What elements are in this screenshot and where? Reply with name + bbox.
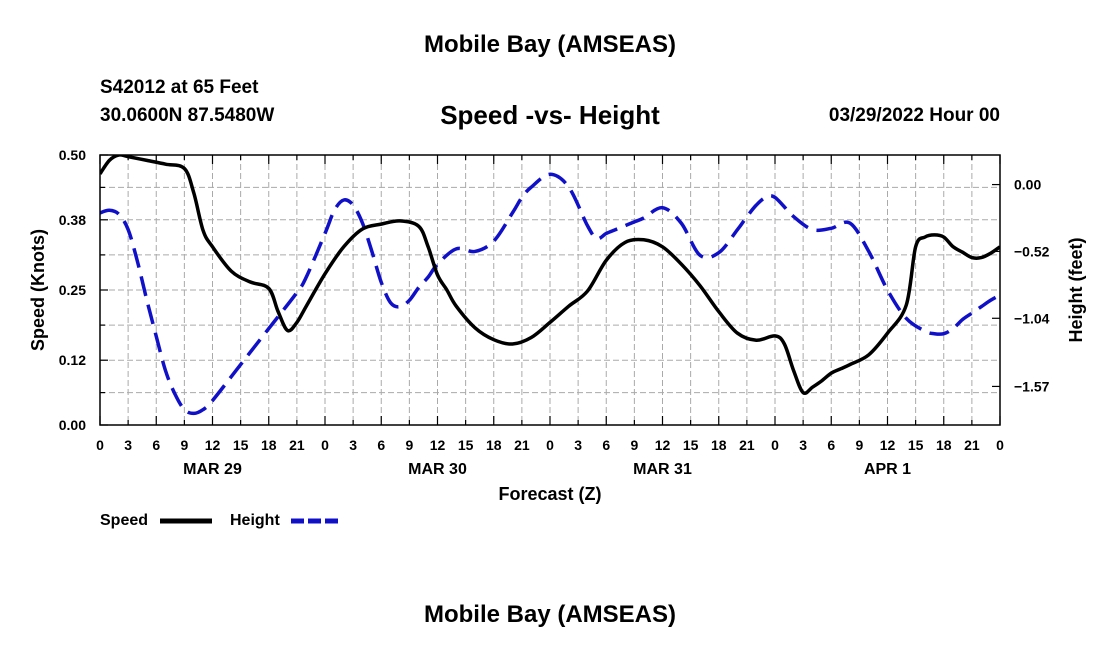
y-tick-label: 0.38 [59, 212, 86, 228]
x-tick-label: 0 [546, 437, 554, 453]
x-tick-label: 21 [739, 437, 755, 453]
x-tick-label: 3 [349, 437, 357, 453]
x-tick-label: 6 [827, 437, 835, 453]
x-tick-label: 18 [711, 437, 727, 453]
x-tick-label: 15 [683, 437, 699, 453]
data-series [100, 155, 1000, 416]
x-tick-label: 12 [205, 437, 221, 453]
x-tick-label: 6 [602, 437, 610, 453]
x-tick-label: 18 [261, 437, 277, 453]
coordinates-label: 30.0600N 87.5480W [100, 105, 275, 126]
x-tick-label: 0 [996, 437, 1004, 453]
x-day-label: MAR 31 [633, 461, 692, 478]
x-tick-label: 9 [180, 437, 188, 453]
speed-height-chart: 0 3 6 9 12 15 18 21 0 3 6 9 12 15 18 21 0 3 6 9 12 15 18 21 0 3 6 9… [28, 147, 1086, 529]
y-tick-label: 0.00 [59, 417, 86, 433]
speed-series-line [100, 155, 1000, 395]
x-tick-label: 9 [630, 437, 638, 453]
y2-tick-label: −1.57 [1014, 378, 1050, 394]
legend-speed-label: Speed [100, 512, 148, 529]
x-tick-label: 3 [124, 437, 132, 453]
station-label: S42012 at 65 Feet [100, 77, 259, 98]
y2-tick-label: −0.52 [1014, 243, 1050, 259]
x-tick-label: 12 [430, 437, 446, 453]
axes: 0 3 6 9 12 15 18 21 0 3 6 9 12 15 18 21 0 3 6 9 12 15 18 21 0 3 6 9… [59, 147, 1050, 478]
y-tick-label: 0.12 [59, 352, 86, 368]
x-tick-label: 15 [908, 437, 924, 453]
y-tick-label: 0.50 [59, 147, 86, 163]
x-tick-label: 9 [405, 437, 413, 453]
x-tick-label: 3 [799, 437, 807, 453]
y2-tick-label: −1.04 [1014, 310, 1050, 326]
x-tick-label: 0 [321, 437, 329, 453]
x-tick-label: 18 [486, 437, 502, 453]
x-tick-label: 15 [458, 437, 474, 453]
y-tick-label: 0.25 [59, 282, 86, 298]
y2-axis-label: Height (feet) [1066, 238, 1086, 343]
page-title: Mobile Bay (AMSEAS) [423, 31, 677, 58]
x-tick-label: 6 [377, 437, 385, 453]
x-tick-label: 18 [936, 437, 952, 453]
x-tick-label: 15 [233, 437, 249, 453]
x-day-label: MAR 29 [183, 461, 242, 478]
x-axis-label: Forecast (Z) [498, 484, 601, 504]
x-tick-label: 0 [771, 437, 779, 453]
x-tick-label: 21 [514, 437, 530, 453]
x-day-label: MAR 30 [408, 461, 467, 478]
x-tick-label: 9 [855, 437, 863, 453]
x-tick-label: 12 [880, 437, 896, 453]
footer-title: Mobile Bay (AMSEAS) [423, 601, 677, 628]
x-tick-label: 3 [574, 437, 582, 453]
chart-title: Speed -vs- Height [440, 100, 660, 130]
x-tick-label: 12 [655, 437, 671, 453]
x-tick-label: 0 [96, 437, 104, 453]
x-tick-label: 21 [289, 437, 305, 453]
legend: Speed Height [100, 512, 342, 529]
legend-height-label: Height [230, 512, 280, 529]
x-day-label: APR 1 [864, 461, 911, 478]
x-tick-label: 6 [152, 437, 160, 453]
y2-tick-label: 0.00 [1014, 177, 1041, 193]
forecast-datetime: 03/29/2022 Hour 00 [828, 105, 1000, 126]
x-tick-label: 21 [964, 437, 980, 453]
y-axis-label: Speed (Knots) [28, 229, 48, 351]
grid-lines [100, 155, 1000, 425]
